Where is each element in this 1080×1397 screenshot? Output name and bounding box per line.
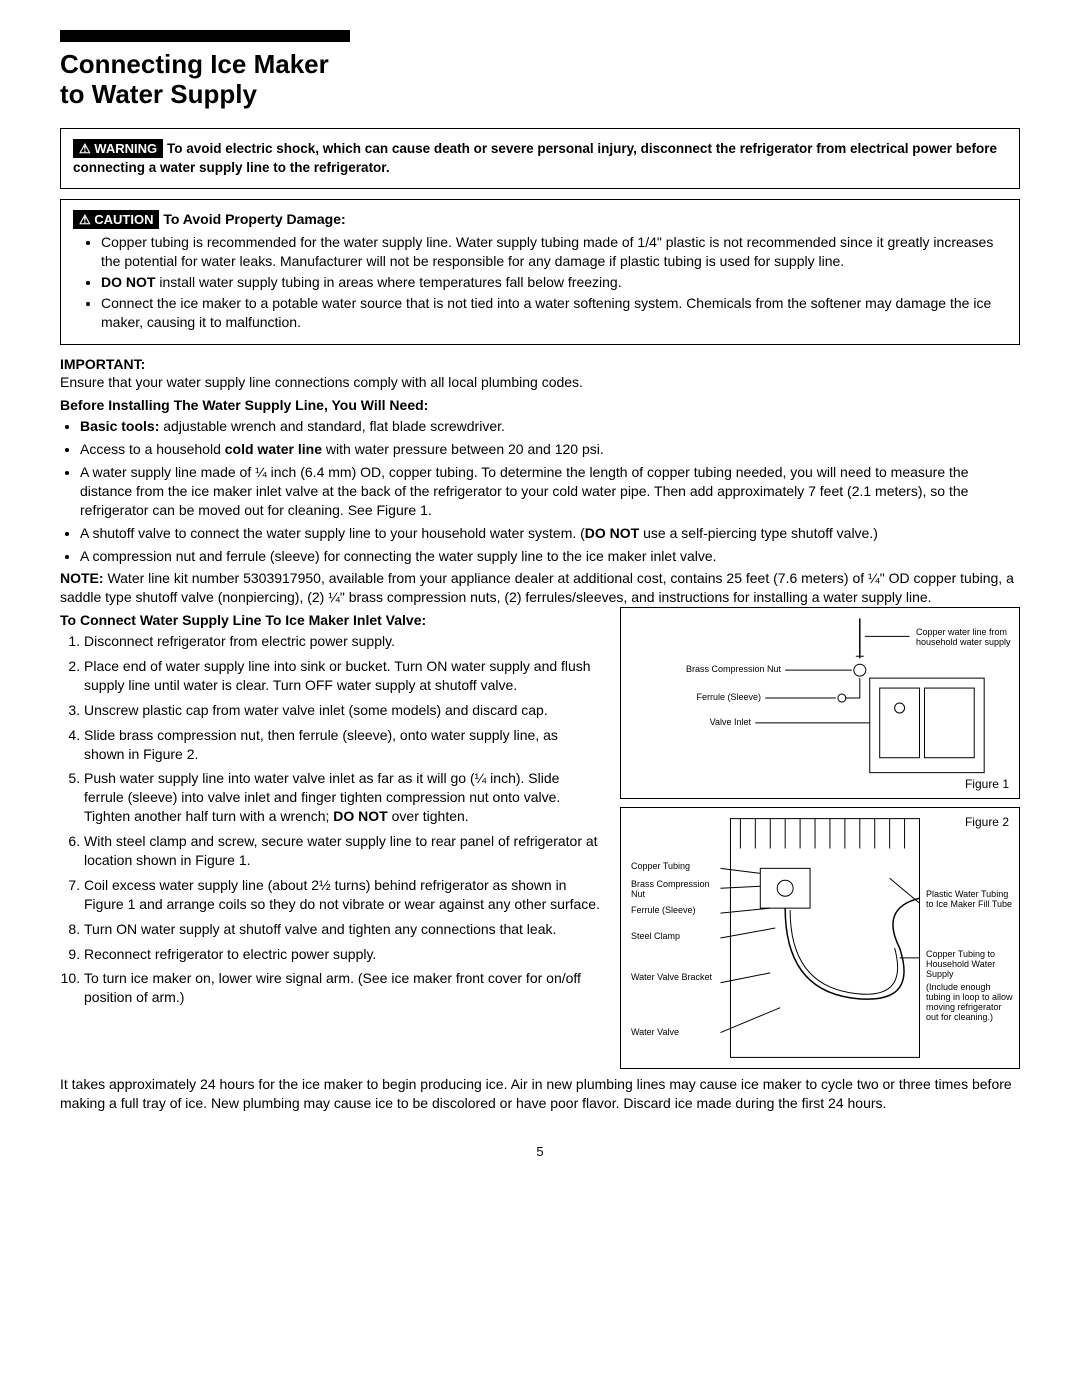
before-list: Basic tools: adjustable wrench and stand… [60,417,1020,565]
note-text: NOTE: Water line kit number 5303917950, … [60,569,1020,607]
caution-title: To Avoid Property Damage: [163,211,345,227]
step-item: Turn ON water supply at shutoff valve an… [84,920,602,939]
page-title: Connecting Ice Maker to Water Supply [60,50,1020,110]
before-item: A water supply line made of ¼ inch (6.4 … [80,463,1020,520]
title-line-1: Connecting Ice Maker [60,49,329,79]
figure-2-caption: Figure 2 [965,814,1009,830]
fig1-label: Valve Inlet [701,718,751,728]
step-item: To turn ice maker on, lower wire signal … [84,969,602,1007]
warning-text: To avoid electric shock, which can cause… [73,141,997,176]
fig1-label: Ferrule (Sleeve) [691,693,761,703]
steps-list: Disconnect refrigerator from electric po… [60,632,602,1007]
fig1-label: Copper water line from household water s… [916,628,1016,648]
page-number: 5 [60,1143,1020,1161]
warning-badge: ⚠ WARNING [73,139,163,159]
fig2-label: Copper Tubing [631,862,716,872]
fig1-label: Brass Compression Nut [676,665,781,675]
caution-list: Copper tubing is recommended for the wat… [73,233,1007,331]
step-item: With steel clamp and screw, secure water… [84,832,602,870]
step-item: Reconnect refrigerator to electric power… [84,945,602,964]
fig2-label: Copper Tubing to Household Water Supply [926,950,1016,980]
figure-1-caption: Figure 1 [965,776,1009,792]
before-item: A compression nut and ferrule (sleeve) f… [80,547,1020,566]
step-item: Slide brass compression nut, then ferrul… [84,726,602,764]
caution-box: ⚠ CAUTION To Avoid Property Damage: Copp… [60,199,1020,345]
before-item: Basic tools: adjustable wrench and stand… [80,417,1020,436]
important-label: IMPORTANT: [60,355,1020,374]
fig2-label: (Include enough tubing in loop to allow … [926,983,1016,1023]
caution-badge: ⚠ CAUTION [73,210,159,230]
fig2-label: Plastic Water Tubing to Ice Maker Fill T… [926,890,1016,910]
fig2-label: Water Valve Bracket [631,973,716,983]
closing-text: It takes approximately 24 hours for the … [60,1075,1020,1113]
warning-box: ⚠ WARNING To avoid electric shock, which… [60,128,1020,189]
connect-label: To Connect Water Supply Line To Ice Make… [60,611,602,630]
title-line-2: to Water Supply [60,79,257,109]
step-item: Push water supply line into water valve … [84,769,602,826]
figure-2: Copper Tubing Brass Compression Nut Ferr… [620,807,1020,1069]
fig2-label: Water Valve [631,1028,716,1038]
step-item: Unscrew plastic cap from water valve inl… [84,701,602,720]
before-item: A shutoff valve to connect the water sup… [80,524,1020,543]
caution-item: DO NOT install water supply tubing in ar… [101,273,1007,292]
before-item: Access to a household cold water line wi… [80,440,1020,459]
step-item: Disconnect refrigerator from electric po… [84,632,602,651]
step-item: Place end of water supply line into sink… [84,657,602,695]
before-installing-label: Before Installing The Water Supply Line,… [60,396,1020,415]
fig2-label: Ferrule (Sleeve) [631,906,716,916]
important-text: Ensure that your water supply line conne… [60,373,1020,392]
figure-1: Copper water line from household water s… [620,607,1020,799]
step-item: Coil excess water supply line (about 2½ … [84,876,602,914]
caution-item: Connect the ice maker to a potable water… [101,294,1007,332]
fig2-label: Steel Clamp [631,932,716,942]
caution-item: Copper tubing is recommended for the wat… [101,233,1007,271]
fig2-label: Brass Compression Nut [631,880,721,900]
header-rule [60,30,350,42]
